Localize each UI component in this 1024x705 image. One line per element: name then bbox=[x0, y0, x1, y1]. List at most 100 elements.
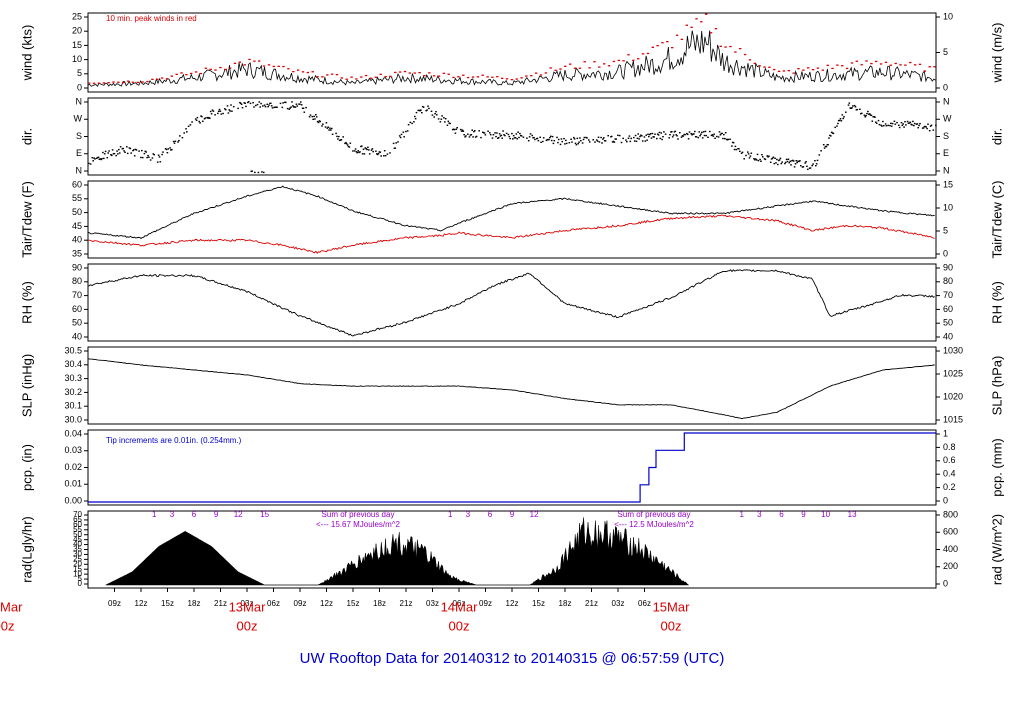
direction-mark bbox=[763, 158, 766, 160]
wind-peak-mark bbox=[884, 61, 888, 63]
direction-mark bbox=[313, 115, 315, 118]
direction-mark bbox=[224, 109, 227, 111]
direction-mark bbox=[314, 118, 316, 120]
direction-mark bbox=[375, 150, 377, 152]
wind-peak-mark bbox=[491, 76, 494, 78]
direction-mark bbox=[342, 136, 344, 138]
wind-peak-mark bbox=[807, 67, 810, 69]
direction-mark bbox=[258, 101, 261, 103]
wind-peak-mark bbox=[151, 78, 154, 80]
wind-peak-mark bbox=[102, 82, 105, 84]
direction-mark bbox=[357, 150, 359, 152]
direction-mark bbox=[520, 135, 523, 137]
direction-mark bbox=[860, 113, 862, 115]
time-tick-label: 15z bbox=[532, 599, 545, 608]
direction-mark bbox=[338, 135, 340, 138]
day-hour-label: 00z bbox=[237, 618, 258, 633]
direction-mark bbox=[250, 170, 253, 173]
direction-mark bbox=[353, 150, 356, 152]
direction-mark bbox=[260, 102, 262, 105]
wind-peak-mark bbox=[384, 76, 387, 78]
direction-mark bbox=[118, 148, 120, 151]
wind-peak-mark bbox=[233, 62, 237, 64]
wind-peak-mark bbox=[622, 60, 625, 62]
direction-mark bbox=[769, 161, 772, 163]
direction-mark bbox=[407, 124, 410, 126]
direction-mark bbox=[421, 105, 424, 108]
direction-mark bbox=[639, 135, 641, 138]
direction-mark bbox=[747, 153, 750, 155]
direction-mark bbox=[732, 142, 735, 144]
direction-mark bbox=[816, 159, 819, 162]
direction-mark bbox=[426, 109, 428, 111]
wind-peak-mark bbox=[675, 34, 679, 36]
direction-mark bbox=[362, 148, 365, 150]
direction-mark bbox=[478, 130, 480, 132]
direction-mark bbox=[368, 149, 370, 151]
direction-mark bbox=[798, 160, 800, 163]
wind-peak-mark bbox=[666, 41, 669, 43]
direction-mark bbox=[843, 116, 845, 118]
wind-peak-mark bbox=[194, 71, 198, 73]
direction-mark bbox=[97, 156, 100, 158]
direction-mark bbox=[121, 148, 124, 150]
wind-peak-mark bbox=[112, 81, 115, 83]
direction-mark bbox=[402, 131, 405, 133]
direction-mark bbox=[648, 135, 650, 138]
direction-mark bbox=[856, 108, 859, 111]
wind-peak-mark bbox=[146, 80, 149, 83]
slp-right-tick-label: 1015 bbox=[943, 414, 963, 424]
wind-peak-mark bbox=[330, 73, 334, 75]
direction-mark bbox=[705, 134, 707, 137]
pcp-note: Tip increments are 0.01in. (0.254mm.) bbox=[106, 436, 242, 445]
wind-peak-series bbox=[88, 13, 936, 84]
direction-mark bbox=[916, 123, 919, 125]
direction-mark bbox=[428, 107, 430, 110]
wind-peak-mark bbox=[117, 81, 120, 83]
direction-mark bbox=[386, 153, 389, 155]
direction-mark bbox=[887, 124, 889, 127]
direction-mark bbox=[659, 137, 662, 140]
direction-mark bbox=[902, 123, 904, 125]
direction-mark bbox=[629, 140, 632, 143]
wind-peak-mark bbox=[389, 75, 392, 77]
time-tick-label: 18z bbox=[188, 599, 201, 608]
radiation-hour-mark: 12 bbox=[530, 510, 539, 519]
wind-peak-mark bbox=[661, 42, 664, 44]
wind-peak-mark bbox=[671, 47, 674, 49]
direction-mark bbox=[365, 148, 367, 150]
direction-mark bbox=[607, 135, 609, 137]
direction-mark bbox=[890, 125, 893, 127]
wind-peak-mark bbox=[345, 78, 348, 80]
direction-mark bbox=[534, 138, 536, 141]
direction-mark bbox=[860, 112, 863, 114]
direction-mark bbox=[202, 120, 204, 122]
direction-mark bbox=[574, 142, 577, 144]
wind-peak-mark bbox=[709, 32, 713, 34]
direction-mark bbox=[770, 158, 773, 160]
direction-mark bbox=[702, 131, 705, 133]
pcp-left-tick-label: 0.02 bbox=[64, 462, 82, 472]
direction-mark bbox=[818, 154, 821, 156]
direction-mark bbox=[513, 137, 516, 139]
wind-peak-mark bbox=[904, 64, 907, 66]
direction-mark bbox=[397, 141, 399, 143]
wind-peak-mark bbox=[253, 60, 256, 62]
direction-mark bbox=[734, 145, 737, 148]
direction-mark bbox=[312, 118, 314, 120]
direction-mark bbox=[686, 132, 688, 135]
wind-peak-mark bbox=[559, 68, 562, 70]
direction-mark bbox=[400, 133, 403, 136]
direction-mark bbox=[474, 130, 476, 132]
direction-mark bbox=[151, 157, 154, 159]
wind-peak-mark bbox=[520, 77, 523, 79]
direction-mark bbox=[217, 110, 220, 112]
direction-mark bbox=[657, 134, 660, 136]
wind-peak-mark bbox=[398, 71, 402, 73]
wind-peak-mark bbox=[452, 76, 455, 79]
direction-mark bbox=[115, 154, 117, 157]
direction-mark bbox=[865, 115, 867, 117]
temp-right-tick-label: 0 bbox=[943, 248, 948, 258]
direction-mark bbox=[595, 139, 598, 141]
direction-mark bbox=[658, 131, 661, 134]
